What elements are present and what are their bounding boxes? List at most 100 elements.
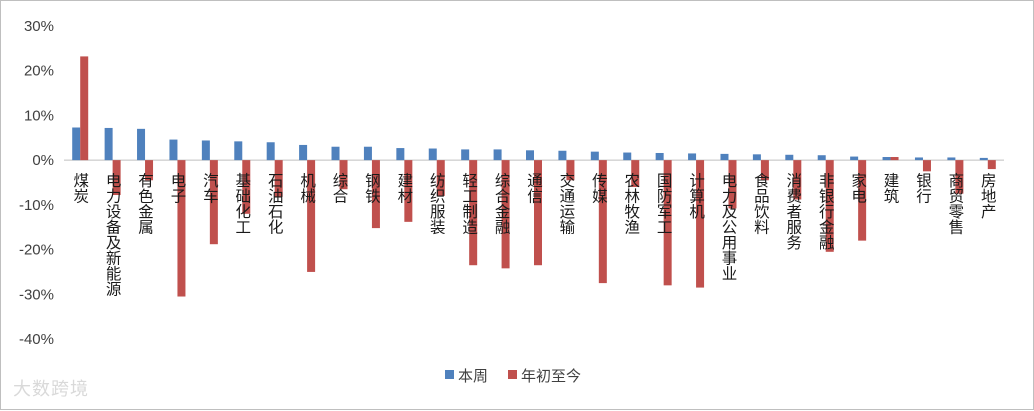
y-tick-label: 30% — [24, 18, 54, 35]
bar-ytd — [728, 160, 737, 209]
bar-weekly — [72, 127, 81, 161]
bar-weekly — [428, 148, 437, 161]
x-category-label: 电力及公用事业 — [719, 172, 737, 281]
bar-ytd — [760, 160, 769, 181]
bar-ytd — [274, 160, 283, 197]
y-tick-label: -10% — [19, 197, 54, 214]
x-category-label: 计算机 — [687, 172, 705, 220]
bar-weekly — [137, 128, 146, 161]
bar-weekly — [169, 139, 178, 161]
x-category-label: 纺织服装 — [428, 172, 446, 235]
legend-swatch-ytd — [508, 370, 517, 379]
bar-ytd — [209, 160, 218, 245]
x-category-label: 机械 — [298, 172, 316, 204]
bar-ytd — [80, 56, 89, 161]
y-tick-label: 0% — [32, 152, 54, 169]
bar-weekly — [817, 155, 826, 161]
x-category-label: 消费者服务 — [784, 172, 802, 251]
bar-weekly — [590, 151, 599, 161]
x-category-label: 电力设备及新能源 — [104, 172, 122, 296]
bar-weekly — [850, 156, 859, 161]
x-category-label: 电子 — [168, 172, 186, 204]
watermark-text: 大数跨境 — [13, 379, 89, 400]
legend-label-weekly: 本周 — [458, 367, 488, 385]
bar-ytd — [566, 160, 575, 181]
bar-weekly — [363, 146, 372, 161]
y-tick-label: 20% — [24, 63, 54, 80]
x-category-label: 基础化工 — [233, 172, 251, 234]
x-category-label: 家电 — [849, 172, 867, 204]
bar-weekly — [720, 153, 729, 161]
x-category-label: 有色金属 — [136, 172, 154, 235]
bar-weekly — [299, 144, 308, 161]
bar-weekly — [461, 149, 470, 161]
bar-ytd — [436, 160, 445, 196]
y-tick-label: -30% — [19, 286, 54, 303]
bar-weekly — [558, 150, 567, 161]
bar-ytd — [242, 160, 251, 214]
bar-ytd — [890, 157, 899, 161]
x-category-label: 非银行金融 — [817, 172, 835, 251]
bar-ytd — [631, 160, 640, 187]
bar-weekly — [266, 142, 275, 161]
bar-weekly — [234, 141, 243, 161]
bar-ytd — [955, 160, 964, 194]
bar-weekly — [785, 154, 794, 161]
bar-ytd — [987, 160, 996, 170]
bar-weekly — [396, 148, 405, 161]
legend-label-ytd: 年初至今 — [521, 367, 581, 385]
x-category-label: 国防军工 — [655, 172, 673, 234]
x-category-label: 综合金融 — [493, 172, 511, 236]
bar-weekly — [947, 157, 956, 161]
bar-ytd — [534, 160, 542, 266]
bar-weekly — [623, 152, 632, 161]
bar-weekly — [104, 127, 113, 161]
bar-weekly — [331, 146, 340, 161]
bar-ytd — [469, 160, 478, 266]
legend-swatch-weekly — [445, 370, 454, 379]
bar-ytd — [145, 160, 154, 181]
bar-ytd — [858, 160, 867, 241]
bar-ytd — [501, 160, 510, 269]
bar-weekly — [979, 157, 988, 161]
y-tick-label: 10% — [24, 107, 54, 124]
x-category-label: 农林牧渔 — [622, 172, 640, 235]
x-category-label: 交通运输 — [557, 172, 575, 235]
y-tick-label: -40% — [19, 331, 54, 348]
x-category-label: 钢铁 — [363, 172, 381, 204]
x-category-label: 商贸零售 — [946, 172, 964, 235]
x-category-label: 传媒 — [590, 172, 608, 204]
bar-ytd — [371, 160, 380, 229]
bar-weekly — [201, 140, 210, 161]
x-category-label: 综合 — [331, 172, 349, 204]
bar-weekly — [752, 154, 761, 161]
bar-ytd — [663, 160, 672, 286]
bar-ytd — [307, 160, 316, 272]
bar-ytd — [825, 160, 834, 252]
bar-ytd — [922, 160, 931, 172]
x-category-label: 石油石化 — [266, 172, 284, 234]
x-category-label: 建材 — [395, 172, 413, 204]
bar-ytd — [793, 160, 802, 200]
bar-weekly — [655, 152, 664, 161]
x-category-label: 建筑 — [882, 172, 900, 204]
x-category-label: 房地产 — [979, 172, 997, 219]
x-category-label: 食品饮料 — [752, 172, 770, 235]
bar-weekly — [882, 157, 891, 161]
x-category-label: 银行 — [914, 172, 932, 205]
bar-ytd — [696, 160, 705, 288]
x-category-label: 煤炭 — [71, 172, 89, 204]
x-category-label: 通信 — [525, 172, 543, 204]
bar-ytd — [598, 160, 607, 284]
bar-weekly — [493, 149, 502, 161]
bar-weekly — [526, 150, 534, 161]
bar-ytd — [177, 160, 186, 297]
bar-weekly — [914, 157, 923, 161]
x-category-label: 汽车 — [201, 172, 219, 204]
bar-ytd — [404, 160, 413, 222]
bar-weekly — [688, 153, 697, 161]
x-category-label: 轻工制造 — [460, 172, 478, 235]
bar-ytd — [339, 160, 348, 190]
